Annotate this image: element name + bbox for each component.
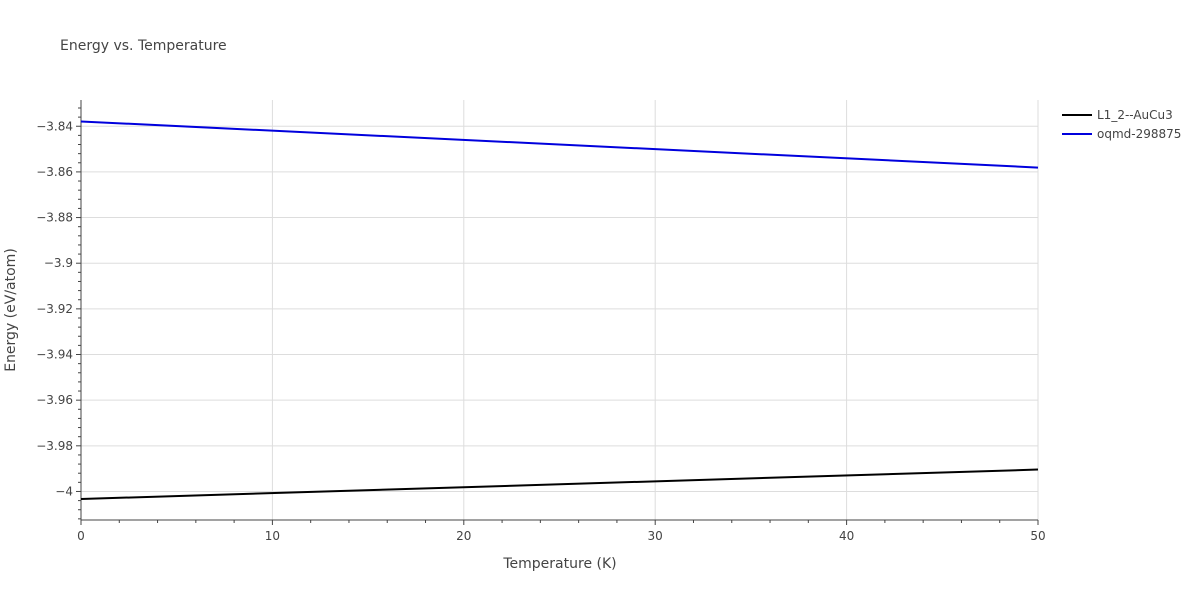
y-tick-label: −3.84 bbox=[36, 119, 73, 133]
y-axis-title: Energy (eV/atom) bbox=[3, 248, 19, 372]
series-lines bbox=[80, 120, 1039, 500]
y-tick-label: −3.88 bbox=[36, 211, 73, 225]
legend-label: L1_2--AuCu3 bbox=[1097, 108, 1173, 122]
axes: 0 10 20 30 40 50 −3.84 −3.86 −3.88 −3.9 −3.92 −3.94… bbox=[36, 100, 1046, 543]
y-tick-label: −4 bbox=[55, 484, 73, 498]
y-tick-label: −3.9 bbox=[44, 256, 73, 270]
x-tick-label: 10 bbox=[265, 529, 280, 543]
y-tick-label: −3.86 bbox=[36, 165, 73, 179]
x-tick-label: 30 bbox=[648, 529, 663, 543]
series-line-2 bbox=[80, 120, 1039, 169]
x-tick-label: 20 bbox=[456, 529, 471, 543]
legend[interactable]: L1_2--AuCu3 oqmd-298875 bbox=[1062, 108, 1181, 141]
legend-label: oqmd-298875 bbox=[1097, 127, 1181, 141]
legend-item-1[interactable]: L1_2--AuCu3 bbox=[1062, 108, 1173, 122]
chart-title: Energy vs. Temperature bbox=[60, 38, 227, 54]
gridlines bbox=[81, 100, 1039, 520]
legend-item-2[interactable]: oqmd-298875 bbox=[1062, 127, 1181, 141]
x-axis-title: Temperature (K) bbox=[502, 556, 616, 572]
x-tick-label: 0 bbox=[77, 529, 85, 543]
y-tick-label: −3.92 bbox=[36, 302, 73, 316]
x-tick-label: 50 bbox=[1030, 529, 1045, 543]
series-line-1 bbox=[80, 468, 1039, 500]
x-tick-label: 40 bbox=[839, 529, 854, 543]
y-tick-label: −3.96 bbox=[36, 393, 73, 407]
y-tick-label: −3.94 bbox=[36, 348, 73, 362]
y-tick-label: −3.98 bbox=[36, 439, 73, 453]
